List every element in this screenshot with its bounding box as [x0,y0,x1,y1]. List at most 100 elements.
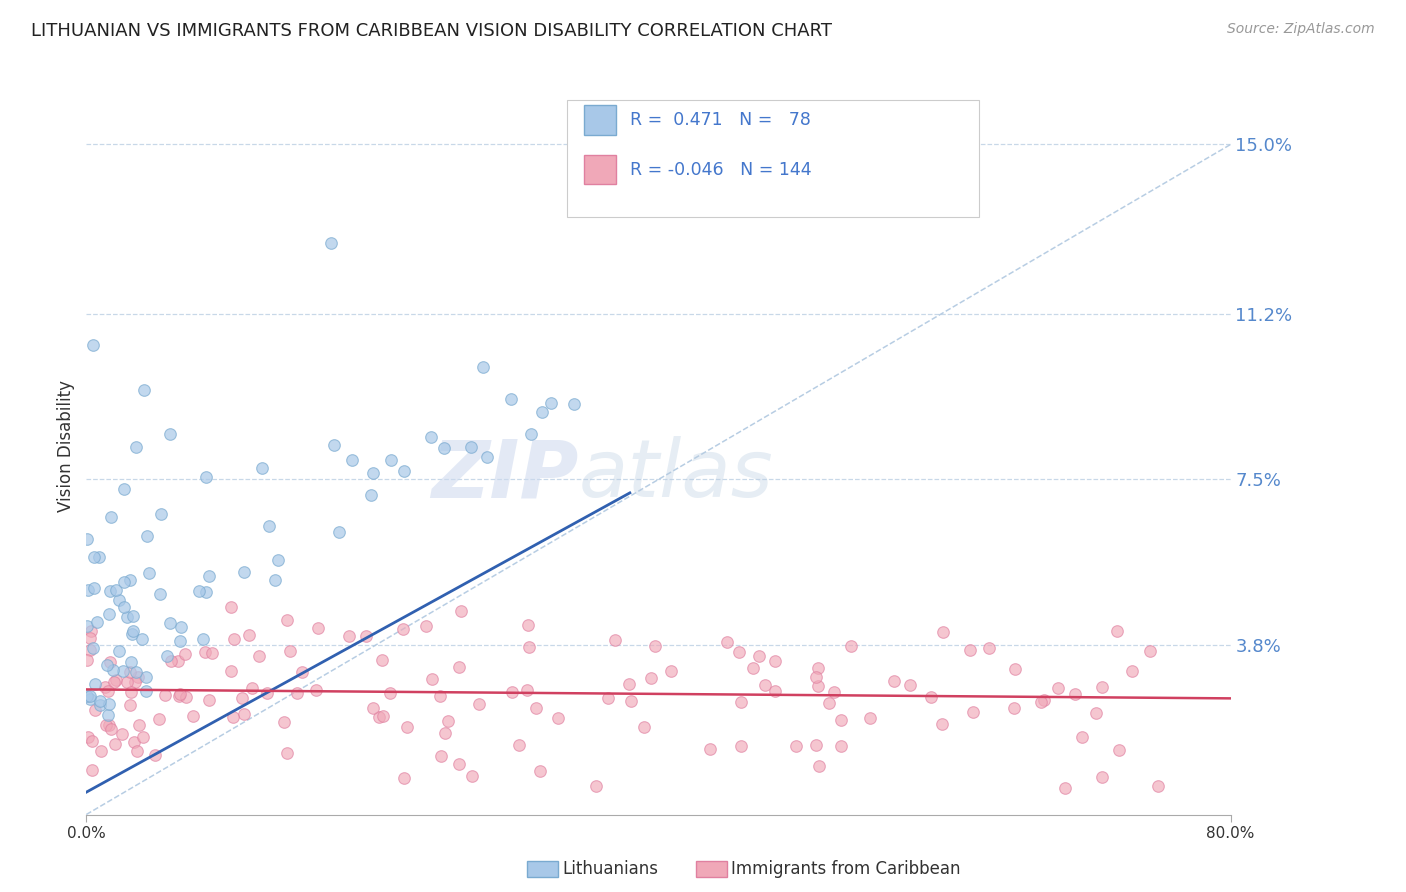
Point [156,649,179,664]
Point [103,674,125,689]
Point [169,633,191,648]
Point [259,518,281,533]
Point [170,620,193,634]
FancyBboxPatch shape [583,105,616,135]
Point [420,672,443,686]
Point [278,644,301,658]
Point [150,507,173,521]
Point [804,738,827,752]
Point [531,404,554,418]
Point [763,654,786,668]
Point [898,678,921,692]
Point [219,664,242,678]
Point [82,734,104,748]
Point [434,725,457,739]
Point [817,696,839,710]
Point [97,718,120,732]
Point [233,706,256,721]
Point [640,671,662,685]
Text: atlas: atlas [578,436,773,515]
Point [807,679,830,693]
Point [360,488,382,502]
Point [114,575,136,590]
Point [830,739,852,753]
Point [86,615,108,629]
Point [659,665,682,679]
Point [754,678,776,692]
Point [342,452,364,467]
Point [468,697,491,711]
Point [194,585,217,599]
Point [517,640,540,655]
Point [125,744,148,758]
Point [501,684,523,698]
Point [128,717,150,731]
Point [392,771,415,785]
Point [368,710,391,724]
Point [174,690,197,704]
Point [252,461,274,475]
Point [174,647,197,661]
Point [285,686,308,700]
Point [959,643,981,657]
Point [730,739,752,753]
Point [962,706,984,720]
Point [231,690,253,705]
Point [264,573,287,587]
Point [415,618,437,632]
Text: LITHUANIAN VS IMMIGRANTS FROM CARIBBEAN VISION DISABILITY CORRELATION CHART: LITHUANIAN VS IMMIGRANTS FROM CARIBBEAN … [31,22,832,40]
Point [323,438,346,452]
Point [121,655,143,669]
Point [1046,681,1069,696]
Text: R =  0.471   N =   78: R = 0.471 N = 78 [630,112,811,129]
Point [222,709,245,723]
Point [155,689,177,703]
Point [433,441,456,455]
Point [84,703,107,717]
Point [1108,743,1130,757]
Point [183,709,205,723]
Point [233,566,256,580]
Point [304,683,326,698]
Point [112,482,135,496]
Point [373,708,395,723]
FancyBboxPatch shape [567,100,979,218]
Point [80,624,103,638]
Point [191,632,214,647]
Point [1002,701,1025,715]
Text: Immigrants from Caribbean: Immigrants from Caribbean [731,860,960,878]
Point [201,646,224,660]
Point [763,684,786,698]
Point [198,569,221,583]
Point [131,632,153,646]
Point [419,430,441,444]
Point [883,674,905,689]
Point [378,686,401,700]
Point [644,639,666,653]
Point [79,642,101,657]
Point [94,718,117,732]
Point [77,582,100,597]
Point [562,397,585,411]
Point [1032,692,1054,706]
Point [501,392,523,407]
Point [391,622,413,636]
Point [540,395,562,409]
Point [79,632,101,646]
Point [450,604,472,618]
Point [823,685,845,699]
Point [430,748,453,763]
Point [785,739,807,754]
Point [107,593,129,607]
Point [395,720,418,734]
Point [1091,680,1114,694]
Point [159,426,181,441]
Point [97,698,120,712]
Point [77,731,100,745]
Point [100,584,122,599]
Point [807,758,830,772]
Point [97,708,120,723]
Point [748,648,770,663]
Point [699,742,721,756]
Point [363,466,385,480]
